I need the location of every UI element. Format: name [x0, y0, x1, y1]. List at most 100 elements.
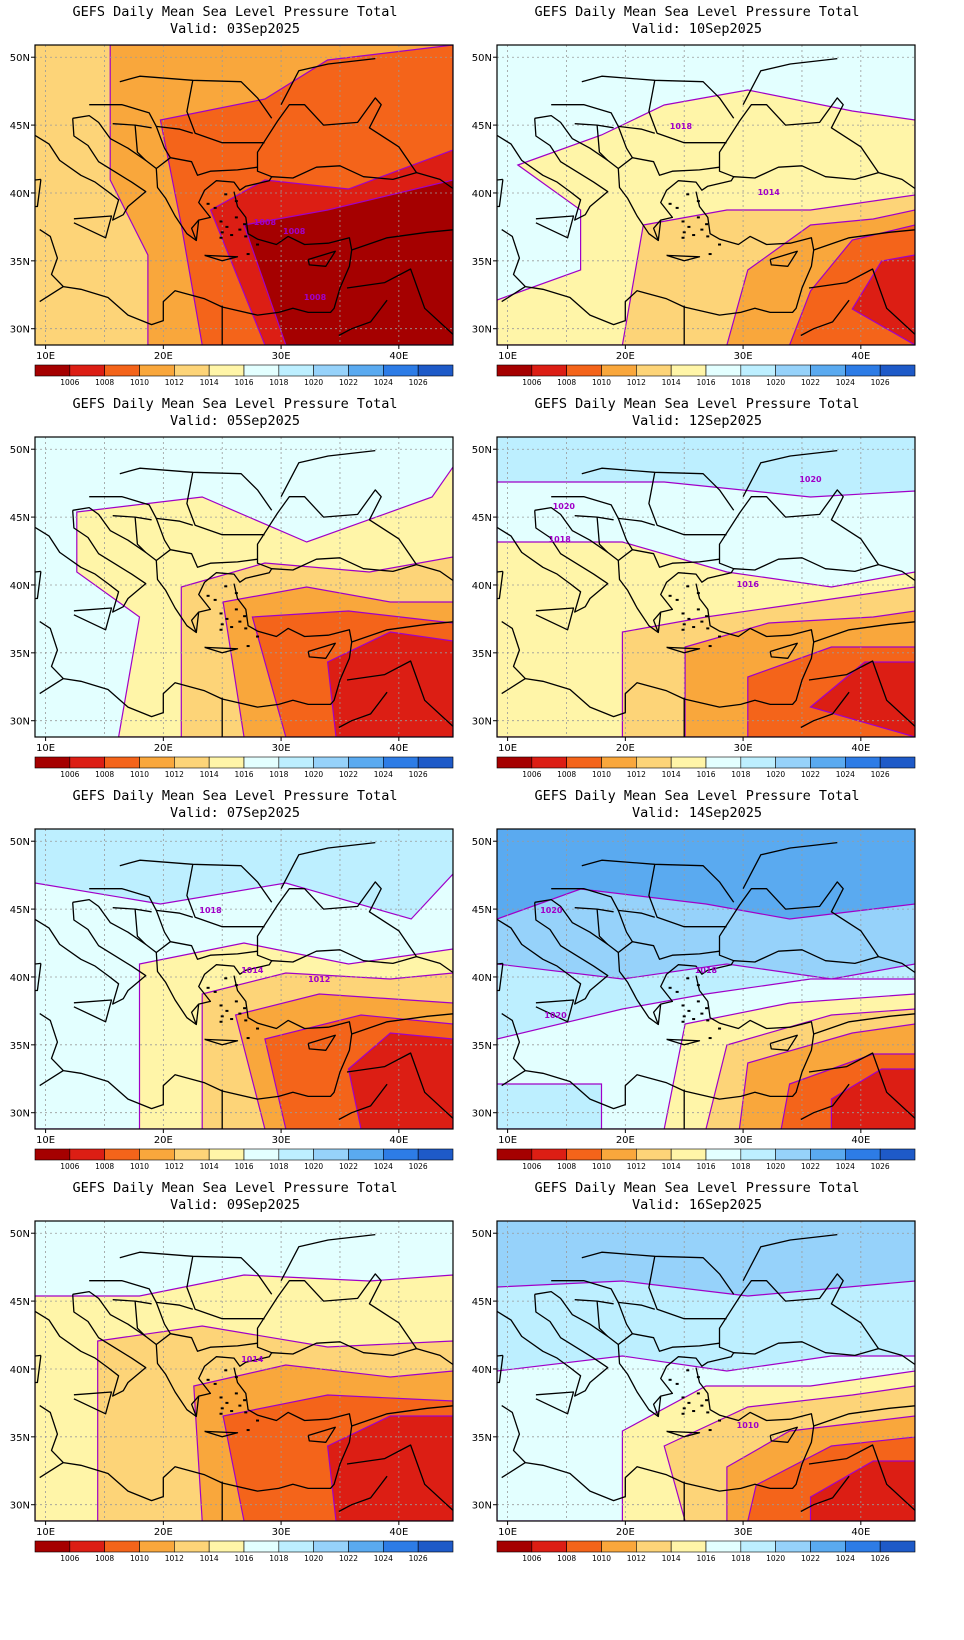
- colorbar-swatch-1018: [243, 756, 280, 769]
- lat-tick-label: 40N: [472, 189, 492, 200]
- coastline: [35, 902, 147, 1005]
- island: [686, 193, 690, 196]
- colorbar-label: 1020: [766, 770, 785, 779]
- coastline: [742, 841, 838, 890]
- lat-tick-label: 30N: [10, 1501, 30, 1512]
- colorbar-swatch-1024: [348, 364, 384, 377]
- colorbar-label: 1014: [662, 1554, 681, 1563]
- island: [220, 1407, 224, 1410]
- island: [234, 608, 238, 611]
- island: [234, 1392, 238, 1395]
- island: [243, 223, 247, 226]
- colorbar-swatch-1026: [383, 756, 419, 769]
- coastline: [652, 1395, 662, 1417]
- lon-tick-label: 20E: [154, 351, 173, 362]
- contour-label: 1014: [758, 188, 781, 197]
- colorbar-label: 1012: [165, 1162, 184, 1171]
- island: [696, 1392, 700, 1395]
- coastline: [73, 999, 113, 1023]
- island: [675, 206, 679, 209]
- colorbar-swatch-1020: [740, 1540, 776, 1553]
- lon-tick-label: 20E: [616, 1527, 635, 1538]
- coastline: [501, 678, 526, 695]
- island: [234, 984, 238, 987]
- colorbar-label: 1020: [304, 1162, 323, 1171]
- colorbar-swatch-1020: [740, 1148, 776, 1161]
- colorbar-label: 1006: [522, 770, 541, 779]
- colorbar-swatch-1006: [496, 1148, 533, 1161]
- coastline: [617, 1302, 633, 1335]
- island: [219, 1020, 223, 1023]
- pressure-field: [35, 829, 453, 1129]
- colorbar-swatch-1018: [705, 364, 742, 377]
- coastline: [204, 1038, 239, 1046]
- coastline: [119, 75, 273, 119]
- colorbar-swatch-1020: [740, 364, 776, 377]
- coastline: [666, 1430, 701, 1438]
- colorbar-label: 1022: [801, 1554, 820, 1563]
- map-axes: 50N 45N 40N 35N 30N 10E 20E 30E 40E: [472, 1229, 871, 1538]
- map-frame: [496, 828, 916, 1130]
- island: [706, 1019, 710, 1022]
- lat-tick-label: 50N: [10, 445, 30, 456]
- colorbar-swatch-1010: [566, 1540, 602, 1553]
- graticule: [35, 437, 453, 737]
- contour-label: 1020: [540, 906, 563, 915]
- colorbar-label: 1022: [339, 1554, 358, 1563]
- colorbar-label: 1014: [662, 378, 681, 387]
- colorbar-swatch-1018: [705, 756, 742, 769]
- coastline: [574, 907, 614, 913]
- colorbar-swatch-1012: [139, 1540, 175, 1553]
- colorbar-swatch-1010: [566, 1148, 602, 1161]
- island: [692, 1018, 696, 1021]
- island: [230, 234, 234, 237]
- colorbar-swatch-1028: [879, 756, 916, 769]
- coastline: [72, 881, 418, 1026]
- coastline: [351, 229, 453, 251]
- colorbar-label: 1020: [304, 770, 323, 779]
- colorbar-label: 1018: [269, 770, 288, 779]
- lat-tick-label: 30N: [472, 1109, 492, 1120]
- colorbar-swatch-1022: [313, 756, 349, 769]
- lat-tick-label: 45N: [472, 121, 492, 132]
- pressure-band-1006: [243, 179, 453, 345]
- pressure-field: [497, 437, 915, 737]
- island: [225, 1401, 229, 1404]
- colorbar-label: 1010: [130, 1162, 149, 1171]
- coastline: [190, 1395, 200, 1417]
- lat-tick-label: 50N: [472, 837, 492, 848]
- colorbar-swatch-1016: [208, 756, 245, 769]
- colorbar-swatch-1010: [104, 1148, 140, 1161]
- island: [220, 231, 224, 234]
- coastline: [39, 583, 353, 718]
- colorbar-swatch-1014: [174, 1540, 210, 1553]
- colorbar-swatch-1006: [496, 756, 533, 769]
- colorbar-swatch-1024: [810, 1540, 846, 1553]
- island: [686, 585, 690, 588]
- colorbar-label: 1006: [60, 1162, 79, 1171]
- lon-tick-label: 20E: [154, 1527, 173, 1538]
- contour-label: 1018: [695, 966, 718, 975]
- colorbar-label: 1012: [627, 1554, 646, 1563]
- colorbar-swatch-1028: [417, 756, 454, 769]
- island: [246, 253, 250, 256]
- island: [706, 1411, 710, 1414]
- coastline: [666, 646, 701, 654]
- coastline: [190, 219, 200, 241]
- coastline: [497, 118, 609, 221]
- coastline: [155, 126, 171, 159]
- lat-tick-label: 35N: [10, 649, 30, 660]
- colorbar-swatch-1022: [775, 364, 811, 377]
- colorbar: 1006 1008 1010 1012 1014 1016 1018 1020 1022 1024…: [496, 756, 916, 779]
- colorbar-label: 1026: [409, 378, 428, 387]
- contour-label: 1008: [304, 293, 327, 302]
- coastline: [72, 1273, 418, 1418]
- colorbar-label: 1018: [269, 378, 288, 387]
- colorbar-label: 1010: [130, 770, 149, 779]
- island: [681, 628, 685, 631]
- colorbar-label: 1014: [200, 1554, 219, 1563]
- colorbar-swatch-1026: [845, 1148, 881, 1161]
- colorbar-swatch-1024: [810, 364, 846, 377]
- map-panel-05sep: GEFS Daily Mean Sea Level Pressure Total…: [0, 392, 470, 792]
- island: [238, 1012, 242, 1015]
